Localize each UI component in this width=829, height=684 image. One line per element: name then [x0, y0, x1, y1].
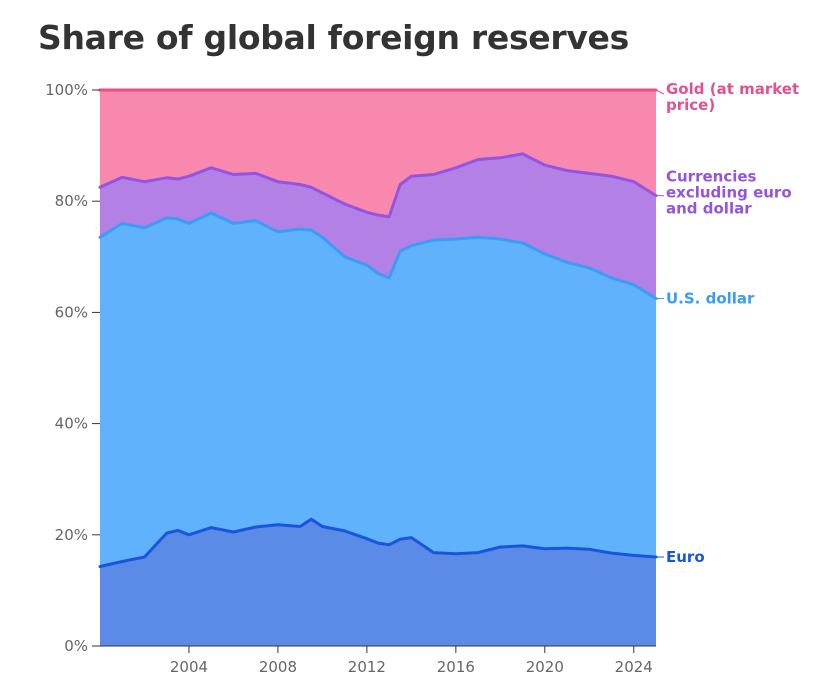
series-label-euro: Euro [666, 548, 705, 566]
x-tick-label: 2016 [437, 658, 475, 676]
series-label-line: Gold (at market [666, 80, 799, 98]
y-tick-label: 80% [55, 192, 88, 210]
x-tick-label: 2024 [615, 658, 653, 676]
y-tick-label: 100% [45, 81, 88, 99]
series-labels: Gold (at market price) Currencies excluding… [666, 80, 799, 566]
boundary-lines [98, 88, 658, 568]
x-tick-label: 2008 [259, 658, 297, 676]
y-tick-label: 60% [55, 303, 88, 321]
series-label-gold-at-market-price: Gold (at market price) [666, 80, 799, 114]
line-currencies-excluding-euro-and-dollar [98, 152, 658, 219]
series-label-line: Currencies [666, 168, 757, 186]
x-tick-label: 2012 [348, 658, 386, 676]
series-label-currencies-excluding-euro-and-dollar: Currencies excluding euro and dollar [666, 168, 792, 218]
series-label-line: price) [666, 96, 715, 114]
line-u-s-dollar [98, 211, 658, 300]
series-label-u-s-dollar: U.S. dollar [666, 290, 755, 308]
y-tick-label: 40% [55, 415, 88, 433]
series-label-line: and dollar [666, 200, 752, 218]
line-euro [98, 517, 658, 568]
series-label-line: excluding euro [666, 184, 792, 202]
label-connectors [655, 89, 665, 558]
series-label-line: Euro [666, 548, 705, 566]
area-layers [100, 90, 656, 646]
x-tick-label: 2004 [170, 658, 208, 676]
x-tick-label: 2020 [526, 658, 564, 676]
y-axis: 0% 20% 40% 60% 80% 100% [45, 81, 100, 655]
x-axis: 2004 2008 2012 2016 2020 2024 [170, 646, 653, 676]
chart-title: Share of global foreign reserves [38, 18, 629, 57]
series-label-line: U.S. dollar [666, 290, 755, 308]
y-tick-label: 20% [55, 526, 88, 544]
y-tick-label: 0% [64, 637, 88, 655]
area-euro [100, 519, 656, 646]
connector-gold-at-market-price [655, 89, 665, 95]
